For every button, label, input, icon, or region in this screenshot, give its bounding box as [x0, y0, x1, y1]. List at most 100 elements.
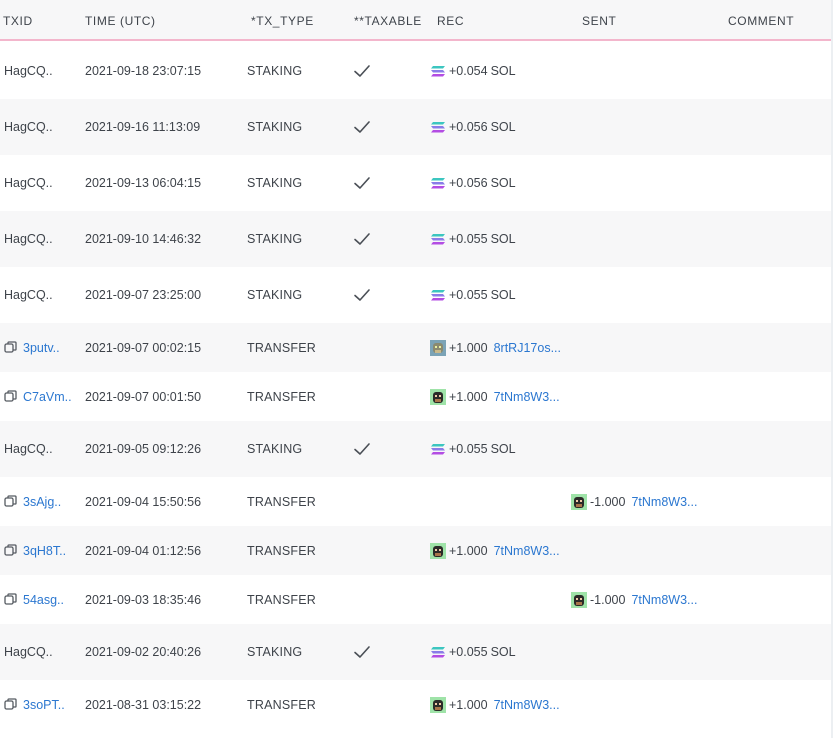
header-rec[interactable]: REC: [437, 14, 465, 28]
tx-type-cell: STAKING: [247, 176, 303, 190]
copy-icon[interactable]: [4, 495, 17, 508]
tx-type-cell: STAKING: [247, 120, 303, 134]
tx-type-cell: STAKING: [247, 645, 303, 659]
tx-type-cell: TRANSFER: [247, 340, 316, 355]
copy-icon[interactable]: [4, 544, 17, 557]
nft-ape-green-icon: [430, 542, 446, 559]
rec-cell-token[interactable]: 8rtRJ17os...: [493, 340, 561, 355]
time-cell: 2021-09-04 01:12:56: [85, 543, 202, 558]
rec-cell: +0.056 SOL: [430, 175, 516, 191]
table-row[interactable]: HagCQ.. 2021-09-18 23:07:15 STAKING +0.054 S…: [0, 43, 833, 99]
check-icon: [354, 121, 370, 133]
sent-cell: -1.000 7tNm8W3...: [571, 591, 698, 608]
header-sent[interactable]: SENT: [582, 14, 617, 28]
scrollbar-track[interactable]: [831, 0, 833, 738]
copy-icon[interactable]: [4, 698, 17, 711]
txid-cell[interactable]: 3sAjg..: [4, 495, 61, 509]
nft-ape-green-icon: [571, 493, 587, 510]
table-row[interactable]: HagCQ.. 2021-09-07 23:25:00 STAKING +0.055 S…: [0, 267, 833, 323]
header-time[interactable]: TIME (UTC): [85, 14, 156, 28]
solana-icon: [431, 122, 445, 133]
txid-link[interactable]: 3sAjg..: [23, 494, 62, 509]
header-txid[interactable]: TXID: [3, 14, 33, 28]
txid-cell[interactable]: 54asg..: [4, 593, 64, 607]
copy-icon[interactable]: [4, 390, 17, 403]
table-row[interactable]: HagCQ.. 2021-09-05 09:12:26 STAKING +0.055 S…: [0, 421, 833, 477]
check-icon: [354, 177, 370, 189]
nft-ape-green-icon: [430, 696, 446, 713]
sent-cell-amount: -1.000: [590, 592, 626, 607]
tx-type-cell: STAKING: [247, 64, 303, 78]
rec-cell-amount: +0.056: [449, 176, 488, 190]
rec-cell-amount: +0.055: [449, 442, 488, 456]
rec-cell-amount: +0.054: [449, 64, 488, 78]
rec-cell-token: SOL: [490, 120, 516, 134]
table-row[interactable]: HagCQ.. 2021-09-10 14:46:32 STAKING +0.055 S…: [0, 211, 833, 267]
table-row[interactable]: C7aVm.. 2021-09-07 00:01:50 TRANSFER +1.000…: [0, 372, 833, 421]
rec-cell-token: SOL: [490, 442, 516, 456]
txid-link[interactable]: 3soPT..: [23, 697, 65, 712]
rec-cell: +1.000 7tNm8W3...: [430, 388, 560, 405]
rec-cell-amount: +0.055: [449, 288, 488, 302]
rec-cell-token[interactable]: 7tNm8W3...: [493, 543, 560, 558]
header-taxable[interactable]: **TAXABLE: [354, 14, 422, 28]
rec-cell-amount: +1.000: [449, 340, 488, 355]
table-row[interactable]: HagCQ.. 2021-09-13 06:04:15 STAKING +0.056 S…: [0, 155, 833, 211]
copy-icon[interactable]: [4, 341, 17, 354]
solana-icon: [431, 290, 445, 301]
rec-cell-amount: +1.000: [449, 697, 488, 712]
nft-ape-blue-icon: [430, 339, 446, 356]
time-cell: 2021-09-13 06:04:15: [85, 176, 202, 190]
time-cell: 2021-09-05 09:12:26: [85, 442, 202, 456]
table-header: TXID TIME (UTC) *TX_TYPE **TAXABLE REC S…: [0, 0, 833, 41]
sent-cell-token[interactable]: 7tNm8W3...: [631, 494, 698, 509]
sent-cell-token[interactable]: 7tNm8W3...: [631, 592, 698, 607]
copy-icon[interactable]: [4, 593, 17, 606]
check-icon: [354, 233, 370, 245]
txid-cell: HagCQ..: [4, 288, 53, 302]
table-row[interactable]: 54asg.. 2021-09-03 18:35:46 TRANSFER -1.000…: [0, 575, 833, 624]
sent-cell: -1.000 7tNm8W3...: [571, 493, 698, 510]
check-icon: [354, 646, 370, 658]
tx-type-cell: STAKING: [247, 288, 303, 302]
sent-cell-amount: -1.000: [590, 494, 626, 509]
tx-type-cell: STAKING: [247, 232, 303, 246]
rec-cell-amount: +1.000: [449, 543, 488, 558]
rec-cell: +0.055 SOL: [430, 287, 516, 303]
table-row[interactable]: 3sAjg.. 2021-09-04 15:50:56 TRANSFER -1.000…: [0, 477, 833, 526]
solana-icon: [431, 444, 445, 455]
header-comment[interactable]: COMMENT: [728, 14, 795, 28]
txid-link[interactable]: 3qH8T..: [23, 543, 67, 558]
check-icon: [354, 289, 370, 301]
time-cell: 2021-09-07 23:25:00: [85, 288, 202, 302]
txid-cell[interactable]: 3qH8T..: [4, 544, 66, 558]
time-cell: 2021-09-07 00:02:15: [85, 340, 202, 355]
txid-cell[interactable]: 3putv..: [4, 341, 60, 355]
txid-cell[interactable]: C7aVm..: [4, 390, 72, 404]
rec-cell: +0.055 SOL: [430, 441, 516, 457]
solana-icon: [431, 66, 445, 77]
txid-cell: HagCQ..: [4, 120, 53, 134]
table-row[interactable]: 3putv.. 2021-09-07 00:02:15 TRANSFER +1.000…: [0, 323, 833, 372]
txid-link[interactable]: C7aVm..: [23, 389, 72, 404]
header-tx-type[interactable]: *TX_TYPE: [251, 14, 314, 28]
table-row[interactable]: 3soPT.. 2021-08-31 03:15:22 TRANSFER +1.000…: [0, 680, 833, 729]
nft-ape-green-icon: [430, 388, 446, 405]
rec-cell: +0.055 SOL: [430, 644, 516, 660]
txid-link[interactable]: 3putv..: [23, 340, 60, 355]
time-cell: 2021-09-10 14:46:32: [85, 232, 202, 246]
time-cell: 2021-08-31 03:15:22: [85, 697, 202, 712]
table-row[interactable]: HagCQ.. 2021-09-02 20:40:26 STAKING +0.055 S…: [0, 624, 833, 680]
check-icon: [354, 65, 370, 77]
txid-cell[interactable]: 3soPT..: [4, 698, 65, 712]
rec-cell-token[interactable]: 7tNm8W3...: [493, 389, 560, 404]
rec-cell-token[interactable]: 7tNm8W3...: [493, 697, 560, 712]
table-row[interactable]: 3qH8T.. 2021-09-04 01:12:56 TRANSFER +1.000…: [0, 526, 833, 575]
txid-link[interactable]: 54asg..: [23, 592, 65, 607]
rec-cell: +1.000 8rtRJ17os...: [430, 339, 561, 356]
rec-cell-token: SOL: [490, 645, 516, 659]
table-row[interactable]: HagCQ.. 2021-09-16 11:13:09 STAKING +0.056 S…: [0, 99, 833, 155]
rec-cell-amount: +0.055: [449, 232, 488, 246]
solana-icon: [431, 234, 445, 245]
